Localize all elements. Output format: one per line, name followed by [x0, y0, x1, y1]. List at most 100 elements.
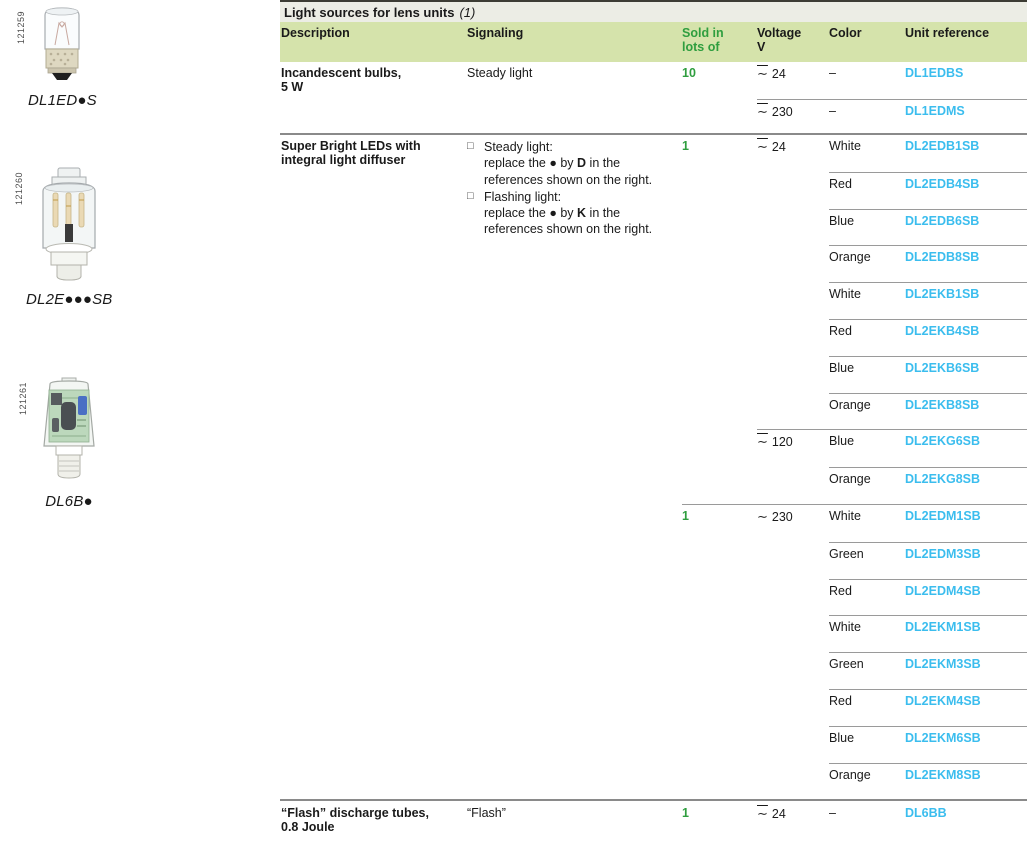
unit-reference: DL2EDM3SB — [905, 546, 981, 561]
unit-reference: DL2EDM4SB — [905, 583, 981, 598]
unit-reference: DL6BB — [905, 806, 947, 821]
color-cell: Green — [829, 657, 864, 672]
section-divider — [280, 133, 1027, 135]
voltage-cell: 24 — [757, 135, 829, 429]
photo-number: 121260 — [14, 172, 24, 206]
photo-number: 121261 — [18, 382, 28, 416]
color-cell: Orange — [829, 767, 871, 782]
color-cell: Red — [829, 693, 852, 708]
description-cell: Super Bright LEDs with integral light di… — [281, 139, 421, 167]
color-cell: Green — [829, 546, 864, 561]
color-cell: White — [829, 287, 861, 302]
sold-in-lots-cell: 10 — [682, 66, 696, 80]
figure-led-bulb: 121260 DL2E●●●SB — [14, 166, 113, 308]
table-header-row: Description Signaling Sold in lots of Vo… — [280, 22, 1027, 62]
figure-caption: DL6B● — [45, 493, 93, 510]
light-sources-table: Light sources for lens units (1) Descrip… — [280, 0, 1027, 834]
signaling-cell: “Flash” — [467, 806, 506, 821]
table-row: Blue DL2EKM6SB — [829, 725, 1027, 763]
acdc-symbol-icon — [757, 139, 768, 155]
table-row: Blue DL2EKB6SB — [829, 355, 1027, 393]
table-row: Red DL2EDB4SB — [829, 171, 1027, 209]
color-cell: Blue — [829, 213, 855, 228]
table-row: Orange DL2EKM8SB — [829, 762, 1027, 800]
unit-reference: DL2EKM8SB — [905, 767, 981, 782]
unit-reference: DL2EKM6SB — [905, 730, 981, 745]
unit-reference: DL2EKG6SB — [905, 434, 981, 449]
section-super-bright-leds: Super Bright LEDs with integral light di… — [280, 135, 1027, 799]
header-description: Description — [281, 26, 350, 40]
table-row: Orange DL2EKB8SB — [829, 392, 1027, 430]
color-cell: – — [829, 104, 836, 118]
header-signaling: Signaling — [467, 26, 524, 40]
section-incandescent-bulbs: Incandescent bulbs, 5 W Steady light 10 … — [280, 62, 1027, 133]
table-row: Green DL2EDM3SB — [829, 541, 1027, 579]
color-cell: Blue — [829, 360, 855, 375]
photo-number: 121259 — [16, 11, 26, 45]
table-row: White DL2EDM1SB — [829, 505, 1027, 542]
figure-incandescent-bulb: 121259 DL1ED●S — [16, 5, 97, 109]
acdc-symbol-icon — [757, 434, 768, 450]
table-row: Blue DL2EDB6SB — [829, 208, 1027, 246]
voltage-block-230v: 230 White DL2EDM1SB Green DL2EDM3SB Red DL2… — [757, 505, 1027, 799]
unit-reference: DL1EDMS — [905, 104, 965, 118]
color-cell: Blue — [829, 730, 855, 745]
incandescent-bulb-image — [44, 7, 81, 80]
unit-reference: DL2EKM1SB — [905, 620, 981, 635]
acdc-symbol-icon — [757, 104, 768, 120]
table-row: Orange DL2EKG8SB — [829, 467, 1027, 504]
signaling-cell: Steady light — [467, 66, 533, 80]
signaling-cell: □ Steady light: replace the ● by D in th… — [467, 135, 682, 799]
table-row: Red DL2EDM4SB — [829, 578, 1027, 616]
ac-symbol-icon — [757, 509, 768, 525]
led-bulb-image — [42, 167, 96, 281]
led-group-24-120v: 1 24 White DL2EDB1SB Red DL2EDB4SB Blue DL2… — [682, 135, 1027, 504]
unit-reference: DL2EKM3SB — [905, 657, 981, 672]
unit-reference: DL2EKG8SB — [905, 472, 981, 487]
unit-reference: DL2EKB1SB — [905, 287, 980, 302]
color-cell: Blue — [829, 434, 855, 449]
voltage-cell: 230 — [757, 104, 829, 133]
table-row: Red DL2EKM4SB — [829, 688, 1027, 726]
table-row: 230 – DL1EDMS — [757, 99, 1027, 133]
unit-reference: DL2EKB4SB — [905, 323, 980, 338]
table-title-note: (1) — [459, 4, 476, 20]
color-cell: Red — [829, 583, 852, 598]
color-cell: Orange — [829, 472, 871, 487]
header-sold-in-lots-of: Sold in lots of — [682, 26, 724, 54]
table-row: 24 – DL6BB — [757, 801, 1027, 822]
voltage-cell: 120 — [757, 430, 829, 504]
table-row: White DL2EDB1SB — [829, 135, 1027, 172]
color-cell: Red — [829, 176, 852, 191]
color-cell: White — [829, 508, 861, 523]
table-row: White DL2EKM1SB — [829, 615, 1027, 652]
unit-reference: DL2EKB6SB — [905, 360, 980, 375]
table-title: Light sources for lens units — [284, 4, 455, 20]
description-cell: Incandescent bulbs, 5 W — [281, 66, 402, 94]
description-cell: “Flash” discharge tubes, 0.8 Joule — [281, 806, 429, 835]
led-group-230v: 1 230 White DL2EDM1SB Green DL2EDM3SB Red D… — [682, 503, 1027, 799]
color-cell: White — [829, 620, 861, 635]
square-bullet-icon: □ — [467, 140, 474, 152]
color-cell: – — [829, 806, 836, 821]
unit-reference: DL2EDB4SB — [905, 176, 980, 191]
sold-in-lots-cell: 1 — [682, 508, 689, 523]
unit-reference: DL2EKM4SB — [905, 693, 981, 708]
color-cell: Red — [829, 323, 852, 338]
unit-reference: DL2EDM1SB — [905, 508, 981, 523]
unit-reference: DL2EDB8SB — [905, 250, 980, 265]
figure-caption: DL2E●●●SB — [26, 291, 113, 308]
voltage-block-120v: 120 Blue DL2EKG6SB Orange DL2EKG8SB — [757, 429, 1027, 504]
unit-reference: DL1EDBS — [905, 66, 964, 80]
voltage-cell: 24 — [757, 66, 829, 99]
acdc-symbol-icon — [757, 66, 768, 82]
section-flash-discharge-tubes: “Flash” discharge tubes, 0.8 Joule “Flas… — [280, 801, 1027, 834]
header-color: Color — [829, 26, 862, 40]
table-row: Green DL2EKM3SB — [829, 652, 1027, 689]
table-row: White DL2EKB1SB — [829, 282, 1027, 319]
voltage-block-24v: 24 White DL2EDB1SB Red DL2EDB4SB Blue DL2ED… — [757, 135, 1027, 429]
unit-reference: DL2EDB6SB — [905, 213, 980, 228]
flash-discharge-tube-image — [43, 377, 95, 479]
unit-reference: DL2EDB1SB — [905, 139, 980, 153]
